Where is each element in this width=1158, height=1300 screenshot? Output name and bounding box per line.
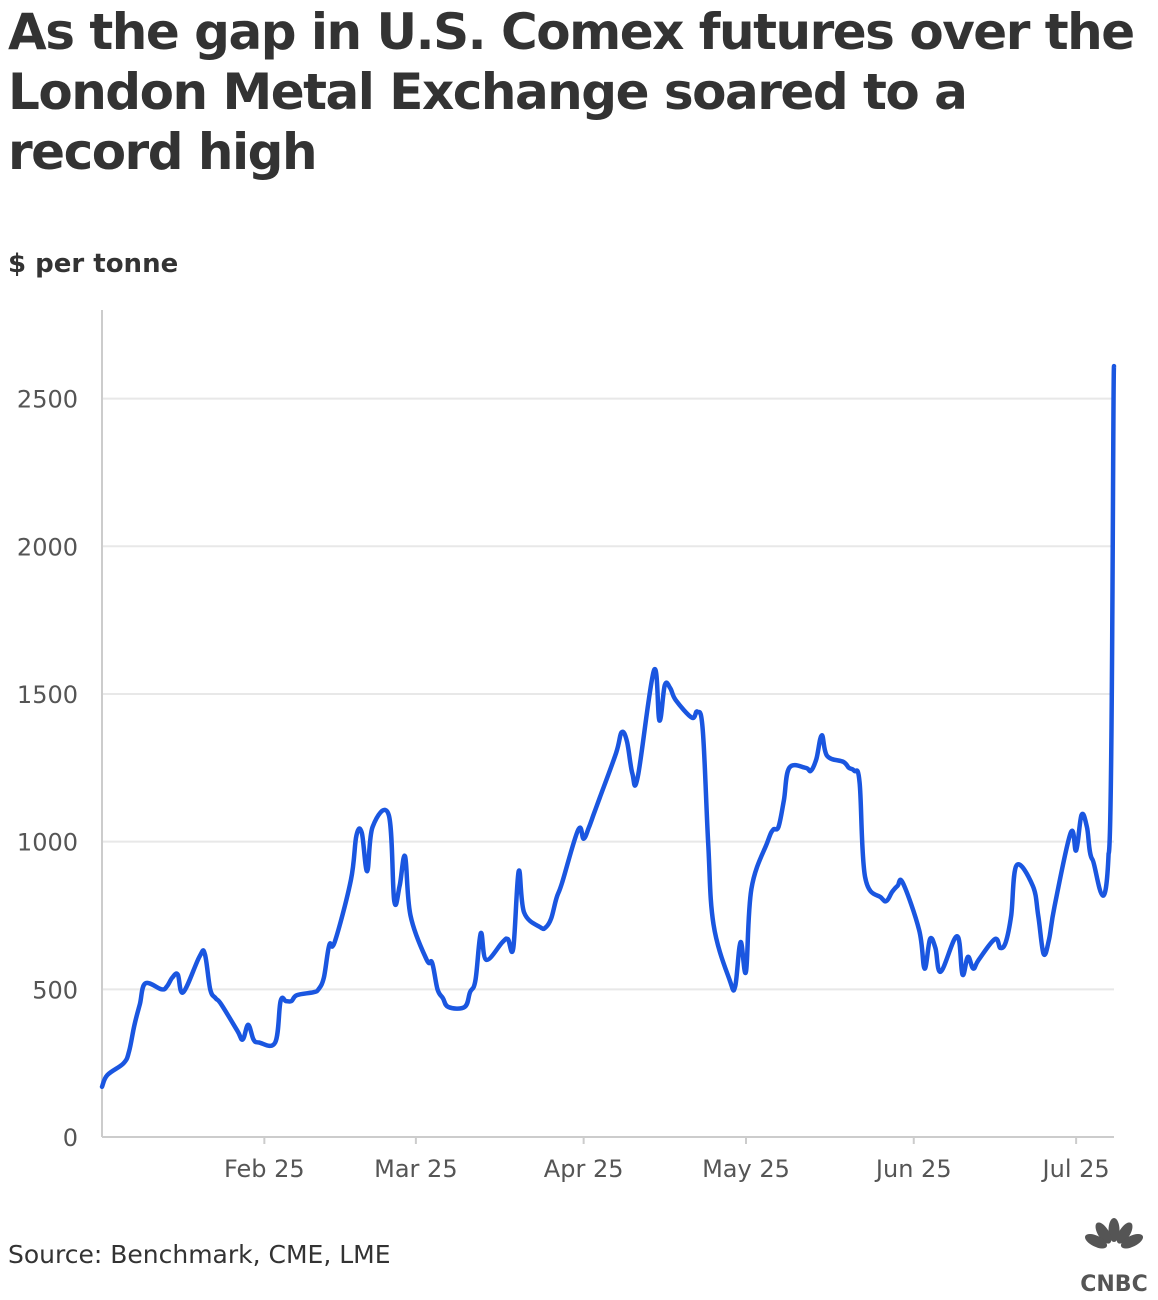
x-tick-label: May 25 [702,1155,790,1183]
y-tick-label: 2500 [17,386,78,414]
y-tick-label: 1500 [17,681,78,709]
source-note: Source: Benchmark, CME, LME [8,1240,391,1269]
series-line [99,363,1117,1090]
y-axis-unit-label: $ per tonne [8,249,179,279]
chart-title: As the gap in U.S. Comex futures over th… [8,3,1135,181]
y-tick-label: 0 [63,1124,78,1152]
logo-text: CNBC [1080,1272,1147,1296]
x-tick-label: Jul 25 [1041,1155,1110,1183]
x-tick-label: Mar 25 [374,1155,457,1183]
y-tick-label: 1000 [17,829,78,857]
x-tick-label: Jun 25 [874,1155,952,1183]
cnbc-peacock-icon: CNBC [1072,1218,1156,1296]
line-chart: 0 500 1000 1500 2000 2500 Feb 25 Mar 25 Apr 25 Ma… [17,310,1117,1183]
y-tick-label: 500 [32,976,78,1004]
x-tick-label: Feb 25 [224,1155,305,1183]
x-tick-label: Apr 25 [544,1155,624,1183]
y-tick-label: 2000 [17,533,78,561]
